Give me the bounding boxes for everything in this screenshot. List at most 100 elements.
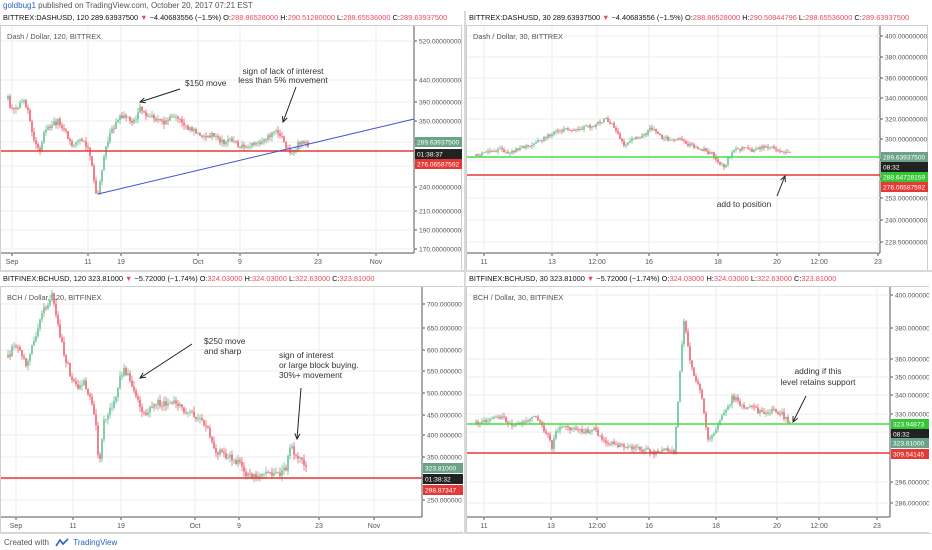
candle-body [749,148,751,150]
title-high-value: 290.50844796 [750,13,799,22]
tradingview-link[interactable]: TradingView [73,538,118,547]
candle-body [47,305,49,309]
candle-body [263,139,265,142]
candle-body [261,141,263,144]
candle-body [599,122,601,123]
author-link[interactable]: goldbug1 [3,1,36,10]
x-tick-label: 16 [645,259,653,266]
candle-body [713,152,715,157]
candle-body [101,170,103,182]
candle-body [277,130,279,134]
annotation-text: or large block buying. [279,360,359,370]
x-tick-label: Sep [6,259,19,266]
x-tick-label: 23 [873,523,881,530]
candle-body [623,444,625,448]
candle-body [117,387,119,398]
candle-body [535,416,537,418]
title-high: H:290.51280000 [280,13,337,22]
candle-body [633,138,635,140]
candle-body [139,106,141,113]
candle-body [719,161,721,165]
chart-panel-dash-30[interactable]: BITTREX:DASHUSD, 30 289.63937500 ▼ −4.40… [466,11,929,272]
chart-panel-dash-120[interactable]: BITTREX:DASHUSD, 120 289.63937500 ▼ −4.4… [0,11,463,272]
candle-body [697,147,699,149]
x-tick-label: 9 [237,523,241,530]
title-change: −5.72000 (−1.74%) [596,274,661,283]
candle-body [765,412,767,414]
chart-legend: Dash / Dollar, 30, BITTREX [473,32,563,41]
candle-body [41,313,43,320]
candle-body [529,145,531,147]
candle-body [29,353,31,362]
candle-body [627,142,629,145]
candle-body [35,140,37,145]
candle-body [127,116,129,118]
title-open: O:324.03000 [662,274,707,283]
candle-body [633,446,635,450]
candle-body [155,404,157,406]
candle-body [691,360,693,368]
candle-body [475,154,477,156]
price-label-timer: 01:38:32 [425,477,451,484]
candle-body [183,407,185,413]
candle-body [701,149,703,151]
candle-body [645,133,647,135]
candle-body [779,414,781,416]
candle-body [271,132,273,137]
candle-body [207,135,209,138]
candle-body [107,414,109,420]
x-tick-label: 18 [714,259,722,266]
candle-body [113,401,115,408]
candle-body [617,444,619,448]
candle-body [123,115,125,119]
title-low-value: 322.63000 [757,274,794,283]
candle-body [175,400,177,404]
candle-body [561,426,563,428]
candle-body [167,120,169,122]
candle-body [707,427,709,440]
candle-body [111,407,113,409]
y-tick-label: 296.000000 [895,480,929,487]
candle-body [43,132,45,143]
candle-body [573,130,575,131]
candle-body [57,315,59,325]
candle-body [17,346,19,348]
candle-body [61,337,63,342]
title-open-key: O: [223,13,231,22]
chart-panel-bch-30[interactable]: BITFINEX:BCHUSD, 30 323.81000 ▼ −5.72000… [466,272,929,533]
title-low-value: 322.63000 [295,274,332,283]
annotation-arrow [792,395,807,423]
candle-body [95,414,97,426]
candle-body [597,122,599,124]
candle-body [657,450,659,453]
y-tick-label: 240.00000000 [885,218,928,225]
candle-body [33,132,35,141]
candle-body [567,426,569,428]
y-tick-label: 520.00000000 [419,39,462,46]
title-close-value: 289.63937500 [862,13,909,22]
candle-body [229,454,231,458]
candle-body [775,148,777,150]
candle-body [527,145,529,146]
y-tick-label: 170.00000000 [419,247,462,254]
candle-body [579,429,581,431]
candle-body [135,119,137,121]
candle-body [83,140,85,142]
candle-body [181,119,183,123]
candle-body [757,147,759,150]
candle-body [77,384,79,389]
chart-frame [466,286,929,533]
candle-body [777,412,779,415]
title-close-key: C: [854,13,861,22]
candle-body [217,452,219,455]
candle-body [605,117,607,119]
price-label-last: 289.63937500 [883,155,926,162]
price-label-timer-bg [891,429,929,439]
chart-panel-bch-120[interactable]: BITFINEX:BCHUSD, 120 323.81000 ▼ −5.7200… [0,272,463,533]
price-label-red: 276.06587592 [417,162,460,169]
title-symbol: BITFINEX:BCHUSD, 30 [469,274,550,283]
x-tick-label: 9 [238,259,242,266]
candle-body [583,126,585,130]
candle-body [37,328,39,337]
candles [7,289,307,483]
